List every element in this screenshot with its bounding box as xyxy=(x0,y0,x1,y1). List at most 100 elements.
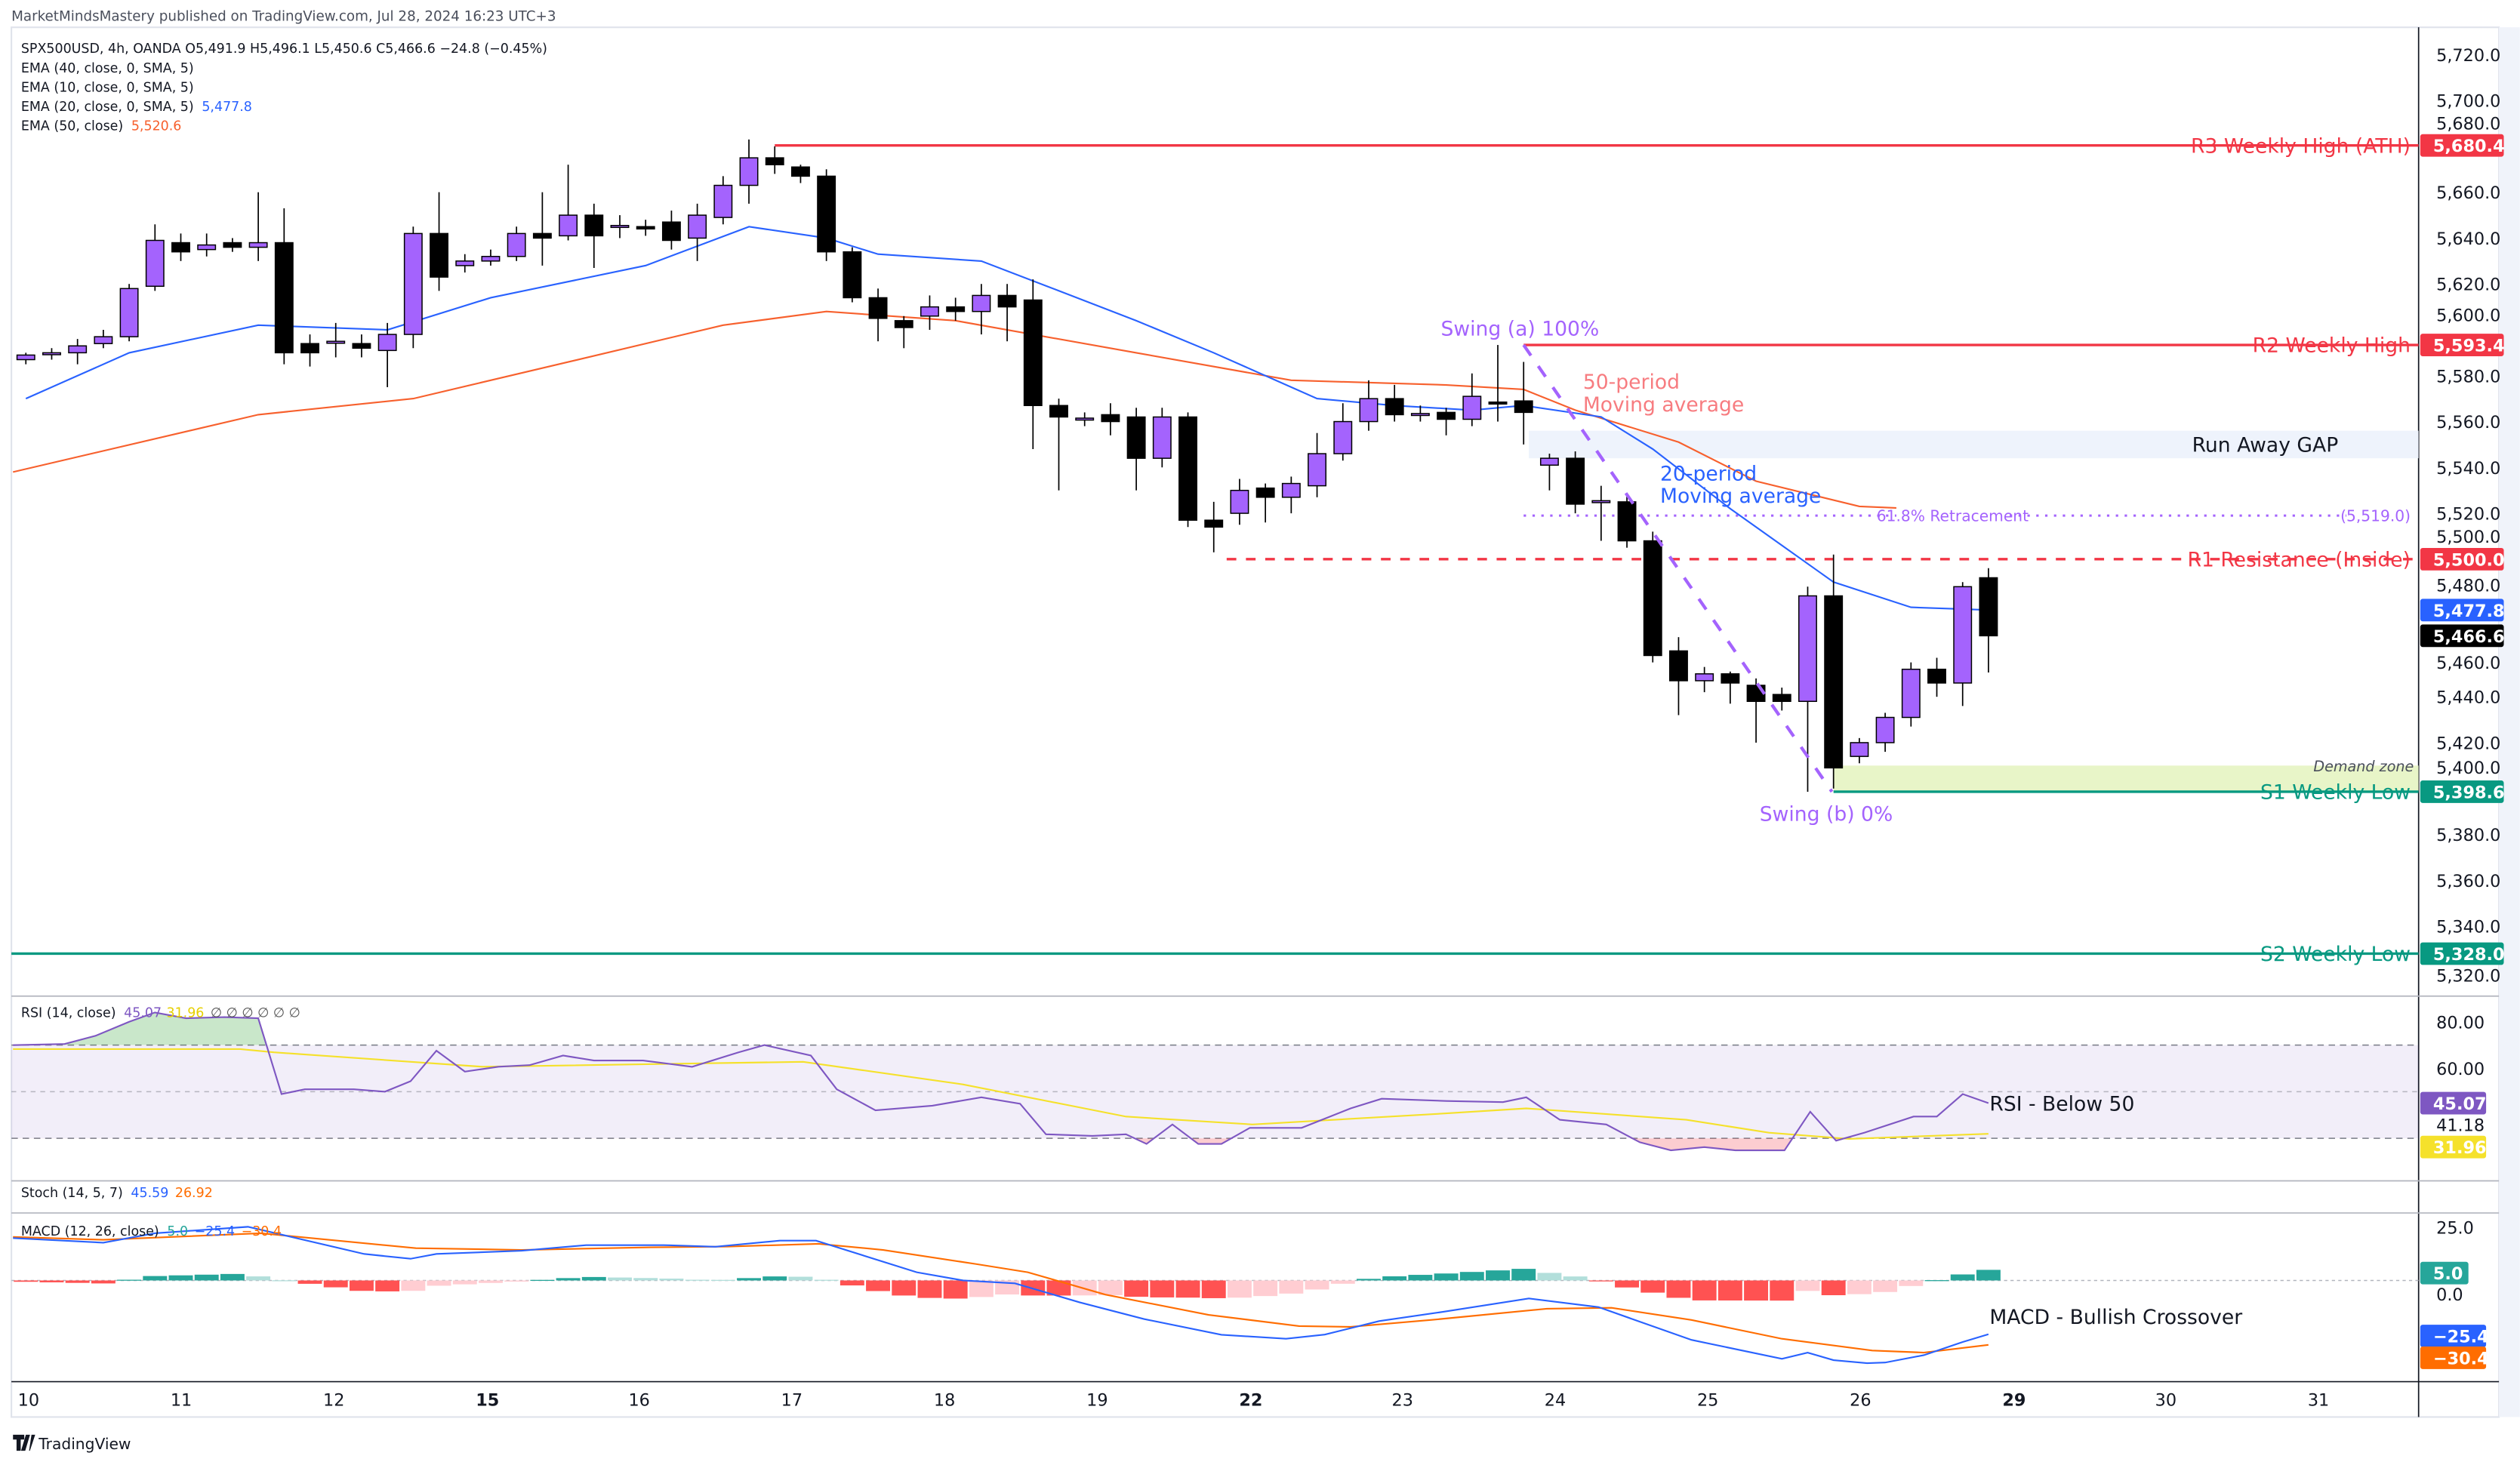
candle[interactable] xyxy=(352,334,371,358)
candle[interactable] xyxy=(1075,412,1095,426)
candle[interactable] xyxy=(817,169,836,261)
candle[interactable] xyxy=(1953,582,1973,706)
fib-618-value[interactable]: (5,519.0) xyxy=(2340,507,2411,525)
candle[interactable] xyxy=(610,215,630,239)
candle[interactable] xyxy=(559,165,578,241)
candle[interactable] xyxy=(1875,713,1895,753)
macd-legend[interactable]: MACD (12, 26, close) 5.0 −25.4 −30.4 xyxy=(21,1224,282,1239)
candle[interactable] xyxy=(1695,666,1714,693)
candle[interactable] xyxy=(765,146,784,174)
candle[interactable] xyxy=(1437,408,1456,436)
run-away-gap-label[interactable]: Run Away GAP xyxy=(2192,434,2339,457)
candle[interactable] xyxy=(868,288,888,342)
candle[interactable] xyxy=(920,295,939,330)
candle[interactable] xyxy=(1772,688,1791,711)
ema20-legend[interactable]: EMA (20, close, 0, SMA, 5) 5,477.8 xyxy=(21,100,252,115)
ema40-legend[interactable]: EMA (40, close, 0, SMA, 5) xyxy=(21,61,194,76)
candle[interactable] xyxy=(1798,586,1817,792)
candle[interactable] xyxy=(377,322,397,387)
price-pane[interactable] xyxy=(11,139,2419,956)
candle[interactable] xyxy=(739,139,759,204)
level-label[interactable]: R2 Weekly High xyxy=(2253,334,2411,358)
rsi-pane[interactable] xyxy=(11,1011,2419,1152)
level-label[interactable]: S2 Weekly Low xyxy=(2260,943,2411,966)
candle[interactable] xyxy=(688,203,707,261)
candle[interactable] xyxy=(1204,501,1224,552)
candle[interactable] xyxy=(1152,408,1172,468)
tradingview-logo[interactable]: TradingView xyxy=(13,1434,131,1453)
candle[interactable] xyxy=(145,224,165,291)
candle[interactable] xyxy=(997,284,1017,342)
candle[interactable] xyxy=(661,210,681,250)
candle[interactable] xyxy=(430,192,449,291)
candle[interactable] xyxy=(1333,403,1353,461)
candle[interactable] xyxy=(843,247,862,303)
candle[interactable] xyxy=(274,208,294,365)
candle[interactable] xyxy=(1178,412,1197,528)
candle[interactable] xyxy=(1617,494,1637,548)
candle[interactable] xyxy=(403,226,423,349)
candle[interactable] xyxy=(1359,380,1379,431)
candle[interactable] xyxy=(532,192,552,266)
candle[interactable] xyxy=(42,348,61,360)
candle[interactable] xyxy=(1566,451,1585,514)
ma20-note-line2[interactable]: Moving average xyxy=(1660,485,1821,508)
candle[interactable] xyxy=(1591,485,1611,541)
candle[interactable] xyxy=(1230,479,1249,525)
candle[interactable] xyxy=(1023,279,1043,449)
candle[interactable] xyxy=(1668,637,1688,716)
ema10-legend[interactable]: EMA (10, close, 0, SMA, 5) xyxy=(21,80,194,95)
candle[interactable] xyxy=(1101,403,1120,436)
candle[interactable] xyxy=(223,238,242,252)
candle[interactable] xyxy=(481,249,501,266)
stoch-legend[interactable]: Stoch (14, 5, 7) 45.59 26.92 xyxy=(21,1186,213,1201)
candle[interactable] xyxy=(300,334,319,367)
candle[interactable] xyxy=(1281,476,1301,514)
right-scroll-strip[interactable] xyxy=(2499,27,2520,1417)
candle[interactable] xyxy=(1255,483,1275,523)
candle[interactable] xyxy=(1927,657,1946,697)
candle[interactable] xyxy=(1308,432,1327,497)
candle[interactable] xyxy=(455,254,475,273)
level-label[interactable]: S1 Weekly Low xyxy=(2260,781,2411,805)
candle[interactable] xyxy=(68,339,88,365)
rsi-legend[interactable]: RSI (14, close) 45.07 31.96 ∅ ∅ ∅ ∅ ∅ ∅ xyxy=(21,1005,300,1020)
candle[interactable] xyxy=(636,220,655,236)
candle[interactable] xyxy=(1901,662,1921,727)
candle[interactable] xyxy=(1410,405,1430,422)
macd-pane[interactable] xyxy=(11,1226,2419,1365)
demand-zone-label[interactable]: Demand zone xyxy=(2313,758,2414,775)
candle[interactable] xyxy=(326,322,346,358)
candle[interactable] xyxy=(1721,671,1740,704)
demand-zone[interactable] xyxy=(1833,765,2419,792)
ma50-note-line2[interactable]: Moving average xyxy=(1583,393,1744,417)
candle[interactable] xyxy=(197,233,217,257)
candle[interactable] xyxy=(1385,384,1404,422)
candle[interactable] xyxy=(1049,399,1068,491)
candle[interactable] xyxy=(1488,345,1508,422)
candle[interactable] xyxy=(894,315,913,349)
swing-b-label[interactable]: Swing (b) 0% xyxy=(1760,802,1893,826)
candle[interactable] xyxy=(972,284,991,335)
candle[interactable] xyxy=(94,329,113,349)
ma50-note-line1[interactable]: 50-period xyxy=(1583,371,1680,394)
candle[interactable] xyxy=(584,203,604,268)
swing-a-label[interactable]: Swing (a) 100% xyxy=(1441,317,1600,340)
candle[interactable] xyxy=(1462,373,1482,426)
candle[interactable] xyxy=(1126,408,1146,491)
candle[interactable] xyxy=(1643,531,1662,663)
candle[interactable] xyxy=(1514,362,1533,445)
candle[interactable] xyxy=(1979,568,1998,673)
ma20-note-line1[interactable]: 20-period xyxy=(1660,462,1757,485)
candle[interactable] xyxy=(171,233,190,261)
candle[interactable] xyxy=(1850,737,1869,764)
rsi-note[interactable]: RSI - Below 50 xyxy=(1989,1092,2134,1116)
fib-618-label[interactable]: 61.8% Retracement xyxy=(1877,507,2029,525)
ema50-legend[interactable]: EMA (50, close) 5,520.6 xyxy=(21,118,182,134)
candle[interactable] xyxy=(946,297,966,321)
candle[interactable] xyxy=(119,284,139,342)
candle[interactable] xyxy=(1824,554,1844,789)
run-away-gap-zone[interactable] xyxy=(1529,430,2419,459)
candle[interactable] xyxy=(713,176,733,225)
